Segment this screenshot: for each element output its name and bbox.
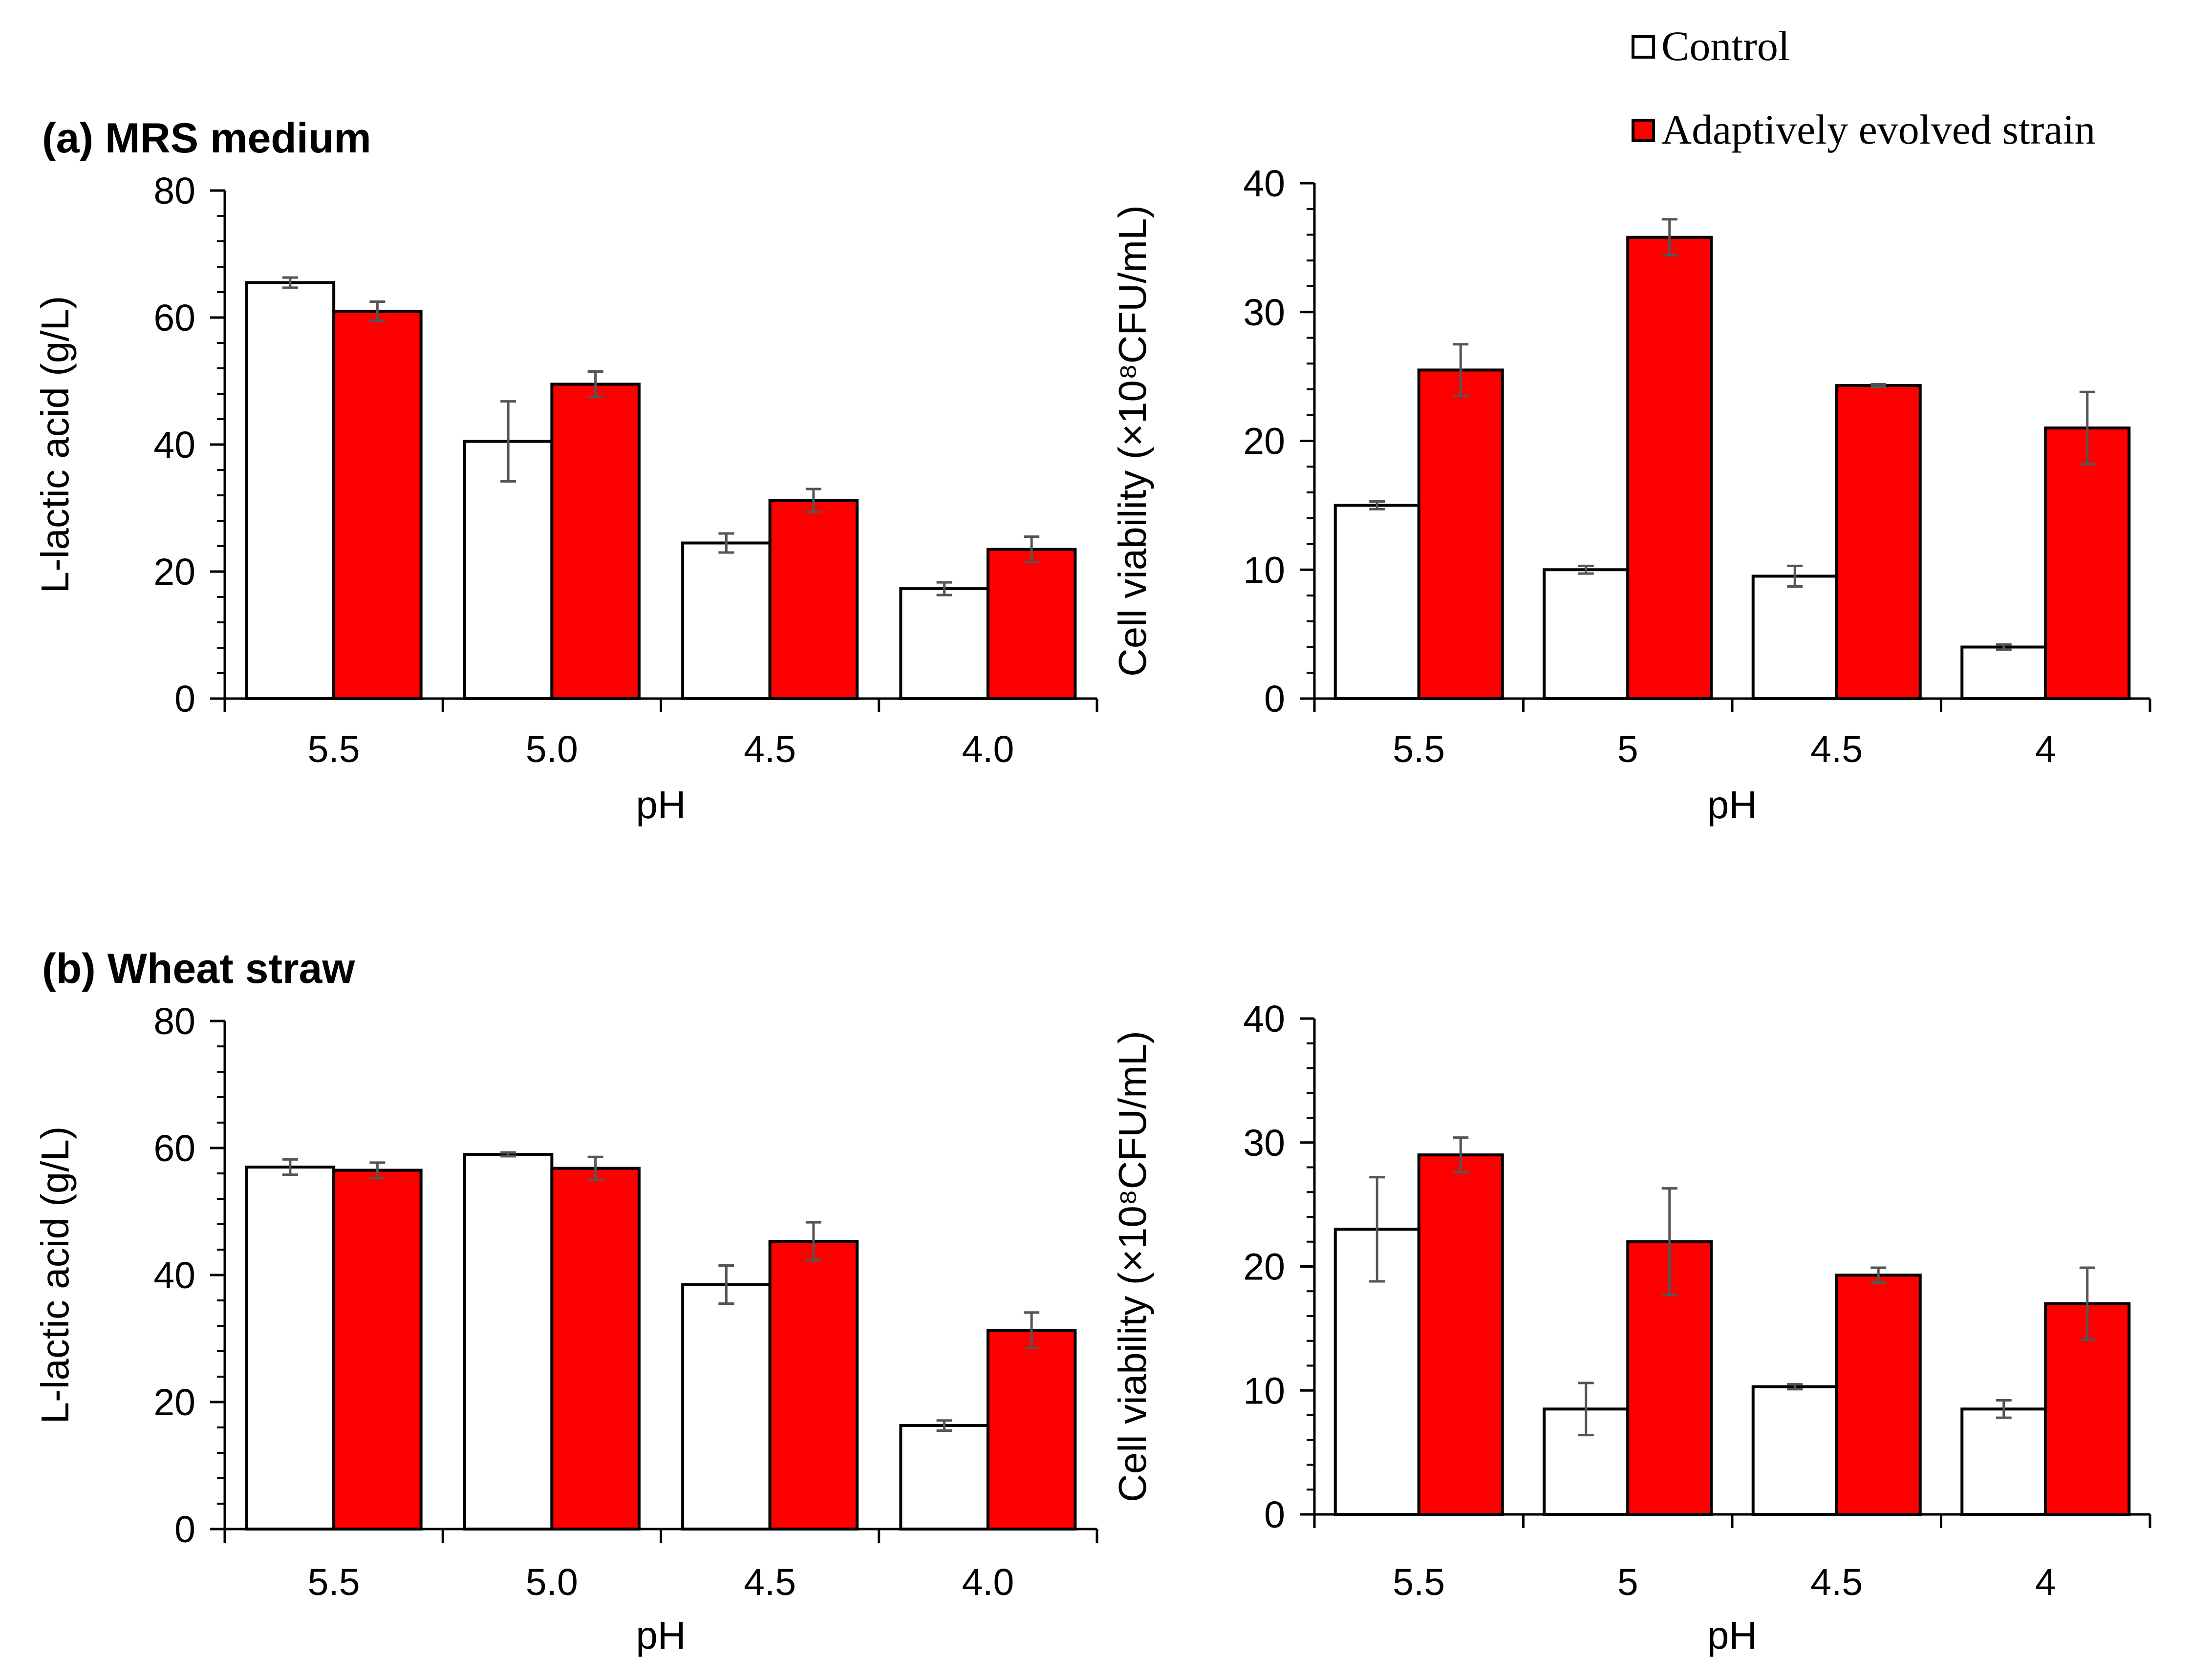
bar-evolved [1417, 368, 1504, 700]
x-tick-label: 5.5 [1393, 1561, 1445, 1603]
y-tick-label: 40 [1243, 998, 1285, 1040]
y-tick-label: 10 [1243, 549, 1285, 591]
x-tick-label: 5.0 [526, 728, 578, 770]
legend-label-evolved: Adaptively evolved strain [1661, 106, 2095, 153]
y-tick-label: 20 [1243, 421, 1285, 463]
panel-title-b: (b) Wheat straw [42, 945, 355, 992]
x-tick-label: 4.5 [744, 728, 796, 770]
bar-control [1333, 504, 1420, 700]
x-tick-label: 4 [2035, 728, 2056, 770]
legend: Control Adaptively evolved strain [1632, 22, 2095, 153]
y-tick-label: 60 [153, 297, 195, 339]
bar-control [1751, 574, 1838, 700]
bar-control [245, 281, 336, 700]
bar-evolved [550, 383, 641, 700]
bar-control [1960, 645, 2047, 700]
y-axis-title: Cell viability (×10⁸CFU/mL) [1111, 1031, 1154, 1502]
y-tick-label: 0 [1264, 1494, 1285, 1536]
x-tick-label: 5.0 [526, 1561, 578, 1603]
x-axis-title: pH [636, 783, 686, 827]
x-axis-title: pH [1707, 783, 1757, 827]
y-tick-label: 0 [174, 678, 195, 720]
x-tick-label: 4.0 [962, 728, 1014, 770]
x-tick-label: 4 [2035, 1561, 2056, 1603]
y-tick-label: 60 [153, 1127, 195, 1170]
bar-control [463, 1153, 554, 1531]
chart-wheat-cell-viability: 0 10 20 30 40 5.5 5 4.5 4 pH Cell viability (×10⁸C… [1111, 998, 2151, 1657]
bar-control [245, 1166, 336, 1531]
x-tick-label: 5.5 [308, 1561, 360, 1603]
y-tick-label: 0 [174, 1509, 195, 1551]
y-axis-title: L-lactic acid (g/L) [33, 296, 77, 593]
x-tick-label: 5.5 [1393, 728, 1445, 770]
x-tick-label: 5.5 [308, 728, 360, 770]
y-tick-label: 80 [153, 170, 195, 212]
bar-control [899, 1424, 989, 1531]
y-tick-label: 40 [153, 1255, 195, 1297]
bar-control [681, 1283, 772, 1531]
x-tick-label: 4.5 [1810, 1561, 1863, 1603]
bar-evolved [768, 499, 859, 701]
x-tick-label: 5 [1617, 1561, 1638, 1603]
y-tick-label: 40 [1243, 163, 1285, 205]
bar-evolved [550, 1167, 641, 1531]
chart-mrs-cell-viability: 0 10 20 30 40 5.5 5 4.5 4 pH Cell viability (×10⁸C… [1111, 163, 2151, 827]
bar-evolved [2044, 426, 2131, 700]
y-axis-title: Cell viability (×10⁸CFU/mL) [1111, 205, 1154, 677]
y-tick-label: 30 [1243, 1122, 1285, 1164]
y-tick-label: 10 [1243, 1370, 1285, 1412]
legend-swatch-control [1632, 35, 1655, 59]
bar-evolved [986, 548, 1077, 700]
y-tick-label: 20 [153, 551, 195, 593]
chart-mrs-lactic-acid: 0 20 40 60 80 5.5 5.0 4.5 4.0 pH L-lactic acid (g/… [33, 170, 1098, 827]
bar-control [899, 587, 989, 700]
bar-control [1751, 1385, 1838, 1516]
y-tick-label: 40 [153, 424, 195, 466]
bar-control [1543, 568, 1630, 700]
bar-evolved [986, 1329, 1077, 1531]
x-tick-label: 5 [1617, 728, 1638, 770]
bar-control [1960, 1407, 2047, 1516]
y-tick-label: 20 [1243, 1246, 1285, 1288]
legend-label-control: Control [1661, 22, 1790, 69]
bar-evolved [1835, 1274, 1922, 1516]
bar-evolved [1835, 384, 1922, 700]
bar-evolved [332, 1169, 423, 1531]
x-axis-title: pH [1707, 1614, 1757, 1657]
y-tick-label: 20 [153, 1382, 195, 1424]
y-tick-label: 30 [1243, 292, 1285, 334]
x-tick-label: 4.5 [744, 1561, 796, 1603]
bar-control [463, 440, 554, 700]
y-tick-label: 0 [1264, 678, 1285, 720]
x-axis-title: pH [636, 1614, 686, 1657]
x-tick-label: 4.5 [1810, 728, 1863, 770]
bar-control [681, 541, 772, 700]
y-tick-label: 80 [153, 1000, 195, 1042]
legend-swatch-evolved [1632, 119, 1655, 142]
chart-wheat-lactic-acid: 0 20 40 60 80 5.5 5.0 4.5 4.0 pH L-lactic acid (g/… [33, 1000, 1098, 1657]
bar-evolved [332, 310, 423, 700]
bar-evolved [1626, 235, 1713, 700]
y-axis-title: L-lactic acid (g/L) [33, 1126, 77, 1424]
x-tick-label: 4.0 [962, 1561, 1014, 1603]
bar-evolved [1417, 1153, 1504, 1516]
bar-evolved [768, 1240, 859, 1531]
panel-title-a: (a) MRS medium [42, 115, 371, 162]
